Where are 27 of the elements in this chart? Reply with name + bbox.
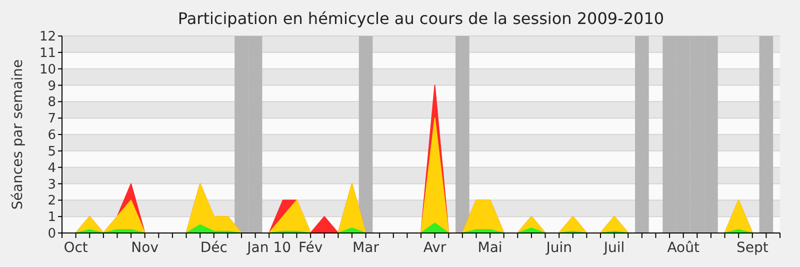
x-tick-label: Juil <box>602 240 625 256</box>
y-tick-label: 5 <box>48 144 56 160</box>
y-tick-label: 0 <box>48 226 56 242</box>
x-tick-label: Jan 10 <box>246 240 292 256</box>
y-tick-label: 12 <box>39 30 56 45</box>
y-tick-label: 8 <box>48 95 56 110</box>
x-tick-label: Mai <box>478 240 502 256</box>
y-tick-label: 9 <box>48 78 56 94</box>
x-tick-label: Mar <box>352 240 380 256</box>
x-tick-label: Avr <box>423 240 446 256</box>
x-tick-label: Oct <box>64 240 88 256</box>
chart-title: Participation en hémicycle au cours de la session 2009-2010 <box>178 9 664 28</box>
x-tick-label: Juin <box>545 240 572 256</box>
x-tick-label: Déc <box>200 240 228 256</box>
x-tick-label: Fév <box>298 240 323 256</box>
y-tick-label: 3 <box>48 177 56 192</box>
y-tick-label: 2 <box>48 194 56 209</box>
y-tick-label: 1 <box>48 210 56 226</box>
x-tick-label: Sept <box>736 240 769 256</box>
y-tick-label: 11 <box>39 46 56 61</box>
x-tick-label: Nov <box>131 240 159 256</box>
y-tick-label: 6 <box>48 128 56 144</box>
y-tick-label: 7 <box>48 112 56 127</box>
y-axis-title: Séances par semaine <box>10 59 26 210</box>
y-tick-label: 10 <box>39 62 56 78</box>
x-tick-label: Août <box>667 240 700 256</box>
y-tick-label: 4 <box>48 160 56 176</box>
